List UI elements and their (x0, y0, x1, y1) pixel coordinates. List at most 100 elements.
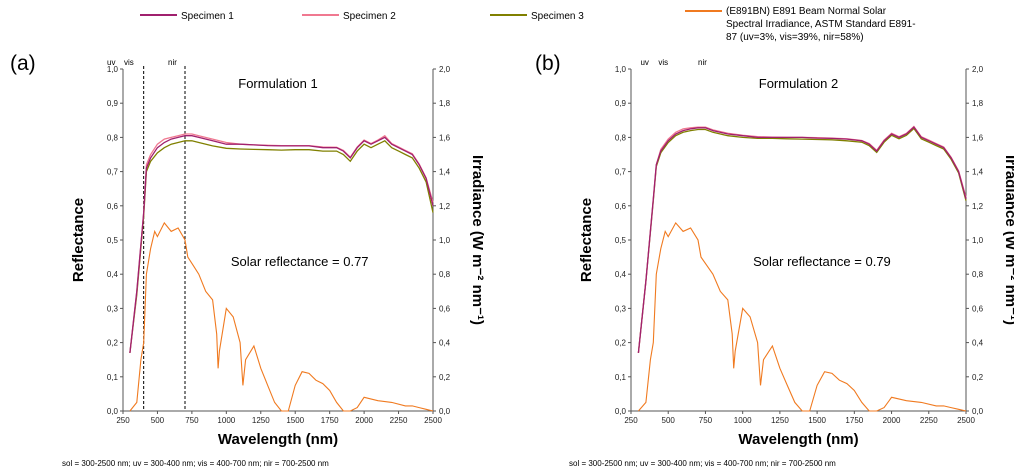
pb-x-tick-label: 1250 (771, 416, 789, 425)
pa-x-axis-title: Wavelength (nm) (218, 431, 338, 448)
pb-series-line-3 (637, 127, 967, 353)
pa-y-tick-label: 0,3 (107, 304, 119, 313)
pb-y2-tick-label: 1,0 (972, 236, 984, 245)
pa-x-tick-label: 1000 (217, 416, 235, 425)
pb-x-tick-label: 750 (699, 416, 713, 425)
pb-series-line-2 (637, 125, 967, 353)
pa-x-tick-label: 750 (185, 416, 199, 425)
pa-chart-title: Formulation 1 (238, 76, 317, 91)
pa-footnote: sol = 300-2500 nm; uv = 300-400 nm; vis … (62, 459, 329, 468)
legend-label-specimen-3: Specimen 3 (531, 11, 584, 22)
pa-y2-tick-label: 1,4 (439, 168, 451, 177)
pa-series-line-2 (129, 133, 434, 353)
pb-y2-tick-label: 1,2 (972, 202, 984, 211)
pb-solar-reflectance-label: Solar reflectance = 0.79 (753, 254, 891, 269)
pb-x-tick-label: 1500 (808, 416, 826, 425)
legend-label-irradiance-line-1: (E891BN) E891 Beam Normal Solar (726, 6, 887, 17)
pb-series-line-1 (637, 126, 967, 353)
pa-region-label-nir: nir (168, 58, 177, 67)
pb-y-tick-label: 0,1 (615, 373, 627, 382)
pb-y2-axis-title: Irradiance (W m⁻² nm⁻¹) (1002, 155, 1014, 325)
pb-y2-tick-label: 0,2 (972, 373, 984, 382)
pb-footnote: sol = 300-2500 nm; uv = 300-400 nm; vis … (569, 459, 836, 468)
pa-y2-tick-label: 1,8 (439, 99, 451, 108)
pa-series-line-4 (129, 221, 434, 412)
pb-x-tick-label: 2500 (957, 416, 975, 425)
pb-region-label-nir: nir (698, 58, 707, 67)
pb-y2-tick-label: 0,6 (972, 304, 984, 313)
pa-y2-tick-label: 0,0 (439, 407, 451, 416)
pa-solar-reflectance-label: Solar reflectance = 0.77 (231, 254, 369, 269)
pb-x-tick-label: 250 (624, 416, 638, 425)
pa-y-tick-label: 0,4 (107, 270, 119, 279)
pa-y-tick-label: 0,2 (107, 339, 119, 348)
pa-x-tick-label: 500 (151, 416, 165, 425)
legend-label-specimen-1: Specimen 1 (181, 11, 234, 22)
pa-y2-tick-label: 1,6 (439, 133, 451, 142)
pa-y-tick-label: 0,9 (107, 99, 119, 108)
pa-y-axis-title: Reflectance (70, 198, 87, 282)
pa-y-tick-label: 0,0 (107, 407, 119, 416)
pa-x-tick-label: 2500 (424, 416, 442, 425)
legend-label-irradiance-line-2: Spectral Irradiance, ASTM Standard E891- (726, 19, 916, 30)
legend: Specimen 1 Specimen 2 Specimen 3 (E891BN… (140, 6, 916, 43)
pb-y2-tick-label: 2,0 (972, 65, 984, 74)
pb-x-tick-label: 1750 (845, 416, 863, 425)
pa-x-tick-label: 1500 (286, 416, 304, 425)
pb-y-tick-label: 1,0 (615, 65, 627, 74)
pa-region-label-vis: vis (124, 58, 134, 67)
legend-entry-irradiance: (E891BN) E891 Beam Normal Solar Spectral… (685, 6, 916, 43)
pb-y2-tick-label: 0,0 (972, 407, 984, 416)
legend-label-specimen-2: Specimen 2 (343, 11, 396, 22)
legend-entry-specimen-2: Specimen 2 (302, 11, 396, 22)
pa-y2-tick-label: 0,6 (439, 304, 451, 313)
pb-x-tick-label: 2000 (883, 416, 901, 425)
pb-y-tick-label: 0,9 (615, 99, 627, 108)
pa-y2-tick-label: 0,2 (439, 373, 451, 382)
pa-x-tick-label: 2000 (355, 416, 373, 425)
pb-y2-tick-label: 0,8 (972, 270, 984, 279)
pa-y2-tick-label: 1,2 (439, 202, 451, 211)
pa-series-line-1 (129, 135, 434, 353)
pb-y-tick-label: 0,6 (615, 202, 627, 211)
pb-y-tick-label: 0,0 (615, 407, 627, 416)
pa-y2-tick-label: 0,8 (439, 270, 451, 279)
pb-x-tick-label: 1000 (734, 416, 752, 425)
pa-y-tick-label: 0,5 (107, 236, 119, 245)
pa-y-tick-label: 1,0 (107, 65, 119, 74)
pa-y2-tick-label: 2,0 (439, 65, 451, 74)
pb-y-tick-label: 0,4 (615, 270, 627, 279)
pa-y2-tick-label: 0,4 (439, 339, 451, 348)
pa-region-label-uv: uv (107, 58, 115, 67)
pa-y-tick-label: 0,8 (107, 133, 119, 142)
pb-y-axis-title: Reflectance (578, 198, 595, 282)
pb-y2-tick-label: 1,8 (972, 99, 984, 108)
legend-label-irradiance-line-3: 87 (uv=3%, vis=39%, nir=58%) (726, 32, 864, 43)
pb-x-axis-title: Wavelength (nm) (738, 431, 858, 448)
pa-panel-label: (a) (10, 52, 36, 75)
pb-x-tick-label: 2250 (920, 416, 938, 425)
pb-y-tick-label: 0,2 (615, 339, 627, 348)
pb-chart-title: Formulation 2 (759, 76, 838, 91)
legend-entry-specimen-1: Specimen 1 (140, 11, 234, 22)
pb-series-line-4 (637, 221, 967, 412)
pb-y-tick-label: 0,5 (615, 236, 627, 245)
pb-y2-tick-label: 1,4 (972, 168, 984, 177)
pa-x-tick-label: 1750 (321, 416, 339, 425)
legend-entry-specimen-3: Specimen 3 (490, 11, 584, 22)
pa-y2-axis-title: Irradiance (W m⁻² nm⁻¹) (469, 155, 486, 325)
pb-region-label-vis: vis (658, 58, 668, 67)
chart-panel-b: (b) 250 500 750 1000 1250 1500 1750 2000 2250 2500… (535, 52, 1014, 468)
pb-region-label-uv: uv (640, 58, 648, 67)
pb-y-tick-label: 0,3 (615, 304, 627, 313)
pb-y2-tick-label: 1,6 (972, 133, 984, 142)
pa-series-line-3 (129, 140, 434, 353)
pb-x-tick-label: 500 (662, 416, 676, 425)
pa-y-tick-label: 0,1 (107, 373, 119, 382)
pa-y-tick-label: 0,7 (107, 168, 119, 177)
pa-y2-tick-label: 1,0 (439, 236, 451, 245)
chart-panel-a: (a) 250 500 750 1000 1250 1500 1750 2000 2250 2500… (10, 52, 486, 468)
pa-x-tick-label: 250 (116, 416, 130, 425)
pa-x-tick-label: 2250 (390, 416, 408, 425)
